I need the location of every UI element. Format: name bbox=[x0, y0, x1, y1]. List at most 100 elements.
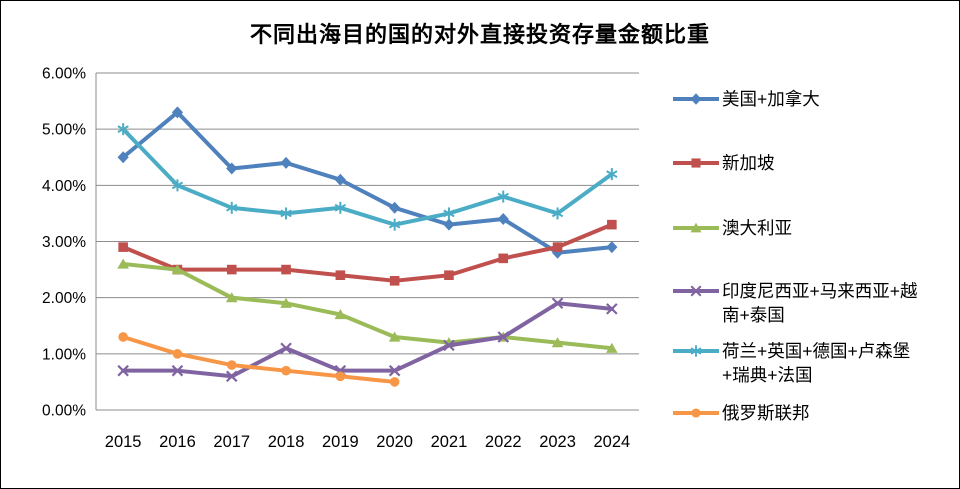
legend-swatch bbox=[673, 93, 719, 105]
y-tick-label: 6.00% bbox=[42, 66, 86, 83]
diamond-marker-icon bbox=[226, 162, 238, 175]
legend-label: 荷兰+英国+德国+卢森堡+瑞典+法国 bbox=[722, 341, 911, 385]
triangle-marker-icon bbox=[388, 331, 401, 342]
asterisk-marker-icon bbox=[551, 207, 564, 220]
asterisk-marker-icon bbox=[280, 207, 292, 220]
triangle-marker-icon bbox=[117, 258, 129, 269]
diamond-marker-icon bbox=[690, 93, 702, 105]
legend-label: 新加坡 bbox=[722, 153, 775, 173]
diamond-marker-icon bbox=[606, 241, 618, 254]
triangle-marker-icon bbox=[280, 297, 292, 308]
series-0 bbox=[117, 106, 618, 259]
square-marker-icon bbox=[444, 270, 454, 280]
legend-item: 俄罗斯联邦 bbox=[673, 401, 934, 425]
diamond-marker-icon bbox=[497, 213, 509, 226]
x-marker-icon bbox=[280, 342, 292, 354]
series-line bbox=[121, 127, 614, 227]
gridlines bbox=[96, 72, 639, 411]
legend-label: 澳大利亚 bbox=[722, 218, 792, 238]
legend-item: 美国+加拿大 bbox=[673, 87, 934, 111]
triangle-marker-icon bbox=[606, 342, 618, 353]
legend-item: 印度尼西亚+马来西亚+越南+泰国 bbox=[673, 279, 934, 327]
x-marker-icon bbox=[388, 364, 401, 377]
asterisk-marker-icon bbox=[226, 201, 238, 214]
series-5 bbox=[118, 332, 400, 387]
y-tick-label: 3.00% bbox=[42, 234, 86, 251]
legend-label: 印度尼西亚+马来西亚+越南+泰国 bbox=[722, 281, 918, 325]
diamond-marker-icon bbox=[117, 151, 129, 164]
x-marker-icon bbox=[443, 339, 455, 352]
triangle-marker-icon bbox=[690, 222, 702, 233]
diamond-marker-icon bbox=[443, 218, 455, 231]
x-marker-icon bbox=[690, 285, 702, 297]
square-marker-icon bbox=[552, 242, 563, 252]
legend-label: 美国+加拿大 bbox=[722, 89, 820, 109]
diamond-marker-icon bbox=[280, 156, 292, 169]
square-marker-icon bbox=[226, 264, 237, 275]
triangle-marker-icon bbox=[334, 309, 347, 320]
chart-title: 不同出海目的国的对外直接投资存量金额比重 bbox=[249, 22, 710, 47]
x-tick-label: 2020 bbox=[376, 433, 413, 451]
circle-marker-icon bbox=[118, 332, 128, 342]
triangle-marker-icon bbox=[551, 337, 564, 348]
y-tick-label: 0.00% bbox=[42, 403, 86, 420]
series-line bbox=[121, 334, 397, 384]
diamond-marker-icon bbox=[171, 106, 184, 119]
legend-item: 新加坡 bbox=[673, 151, 934, 175]
circle-marker-icon bbox=[226, 360, 237, 370]
asterisk-marker-icon bbox=[443, 207, 455, 220]
y-axis-labels: 0.00% 1.00% 2.00% 3.00% 4.00% 5.00% 6.00% bbox=[42, 66, 86, 420]
x-tick-label: 2015 bbox=[105, 433, 142, 451]
x-marker-icon bbox=[497, 331, 510, 343]
triangle-marker-icon bbox=[171, 264, 184, 275]
series-1 bbox=[118, 219, 617, 286]
square-marker-icon bbox=[335, 270, 346, 280]
circle-marker-icon bbox=[281, 365, 291, 376]
circle-marker-icon bbox=[691, 408, 701, 418]
x-tick-label: 2016 bbox=[159, 433, 196, 451]
asterisk-marker-icon bbox=[690, 345, 702, 357]
y-tick-label: 5.00% bbox=[42, 122, 86, 139]
square-marker-icon bbox=[281, 264, 291, 275]
asterisk-marker-icon bbox=[117, 123, 129, 136]
legend-swatch bbox=[673, 408, 719, 418]
square-marker-icon bbox=[389, 276, 400, 286]
y-tick-label: 1.00% bbox=[42, 346, 86, 363]
series-line bbox=[121, 110, 614, 255]
asterisk-marker-icon bbox=[497, 190, 509, 203]
series-4 bbox=[117, 123, 618, 231]
x-tick-label: 2017 bbox=[213, 433, 250, 451]
x-tick-label: 2023 bbox=[539, 433, 576, 451]
x-marker-icon bbox=[225, 370, 238, 383]
diamond-marker-icon bbox=[334, 173, 346, 186]
x-marker-icon bbox=[551, 297, 564, 310]
legend-swatch bbox=[673, 222, 719, 233]
x-axis-labels: 2015 2016 2017 2018 2019 2020 2021 2022 2023 2024 bbox=[105, 433, 630, 451]
square-marker-icon bbox=[607, 219, 617, 230]
series-line bbox=[121, 261, 614, 351]
legend-item: 荷兰+英国+德国+卢森堡+瑞典+法国 bbox=[673, 339, 934, 387]
asterisk-marker-icon bbox=[171, 179, 184, 192]
x-tick-label: 2019 bbox=[322, 433, 359, 451]
asterisk-marker-icon bbox=[606, 168, 618, 181]
y-tick-label: 4.00% bbox=[42, 178, 86, 195]
legend-swatch bbox=[673, 285, 719, 297]
series-line bbox=[121, 222, 614, 283]
legend-item: 澳大利亚 bbox=[673, 216, 934, 240]
diamond-marker-icon bbox=[389, 201, 401, 214]
circle-marker-icon bbox=[172, 349, 183, 359]
x-tick-label: 2024 bbox=[593, 433, 630, 451]
circle-marker-icon bbox=[389, 377, 400, 387]
square-marker-icon bbox=[691, 158, 701, 168]
x-tick-label: 2021 bbox=[431, 433, 468, 451]
circle-marker-icon bbox=[335, 371, 346, 382]
x-tick-label: 2022 bbox=[485, 433, 522, 451]
square-marker-icon bbox=[498, 253, 509, 264]
triangle-marker-icon bbox=[225, 292, 238, 303]
chart-legend: 美国+加拿大 新加坡澳大利亚印度尼西亚+马来西亚+越南+泰国 荷兰+英国+德国+卢森… bbox=[673, 1, 957, 488]
asterisk-marker-icon bbox=[388, 218, 401, 231]
legend-swatch bbox=[673, 158, 719, 168]
series-2 bbox=[117, 258, 618, 353]
